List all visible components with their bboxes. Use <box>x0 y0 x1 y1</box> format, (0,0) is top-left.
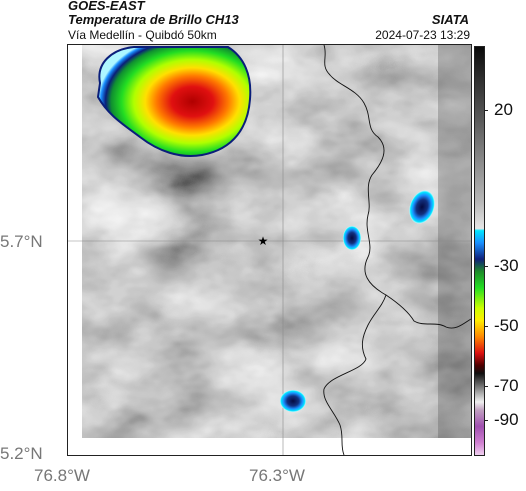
small-cloud-cell <box>280 390 306 412</box>
colorbar-label: -90 <box>494 410 519 429</box>
star-icon: ★ <box>258 234 269 248</box>
colorbar-label: -30 <box>494 256 519 275</box>
lat-label: 5.2°N <box>0 444 43 463</box>
lon-label: 76.8°W <box>34 466 90 485</box>
lat-label: 5.7°N <box>0 232 43 251</box>
timestamp: 2024-07-23 13:29 <box>375 28 470 42</box>
colorbar-label: 20 <box>494 100 513 119</box>
department-boundary <box>323 45 387 455</box>
title-product: Temperatura de Brillo CH13 <box>68 12 239 27</box>
lon-label: 76.3°W <box>249 466 305 485</box>
deep-convection-cell <box>98 47 251 157</box>
colorbar <box>474 46 485 456</box>
colorbar-label: -50 <box>494 316 519 335</box>
agency-label: SIATA <box>431 12 469 27</box>
colorbar-label: -70 <box>494 376 519 395</box>
department-boundary <box>385 294 471 329</box>
map-canvas: ★ <box>68 45 471 455</box>
satellite-map[interactable]: ★ <box>67 44 472 456</box>
small-cloud-cell <box>343 226 361 250</box>
small-cloud-cell <box>409 190 435 224</box>
subtitle-route: Vía Medellín - Quibdó 50km <box>68 28 217 42</box>
title-satellite: GOES-EAST <box>68 0 145 13</box>
